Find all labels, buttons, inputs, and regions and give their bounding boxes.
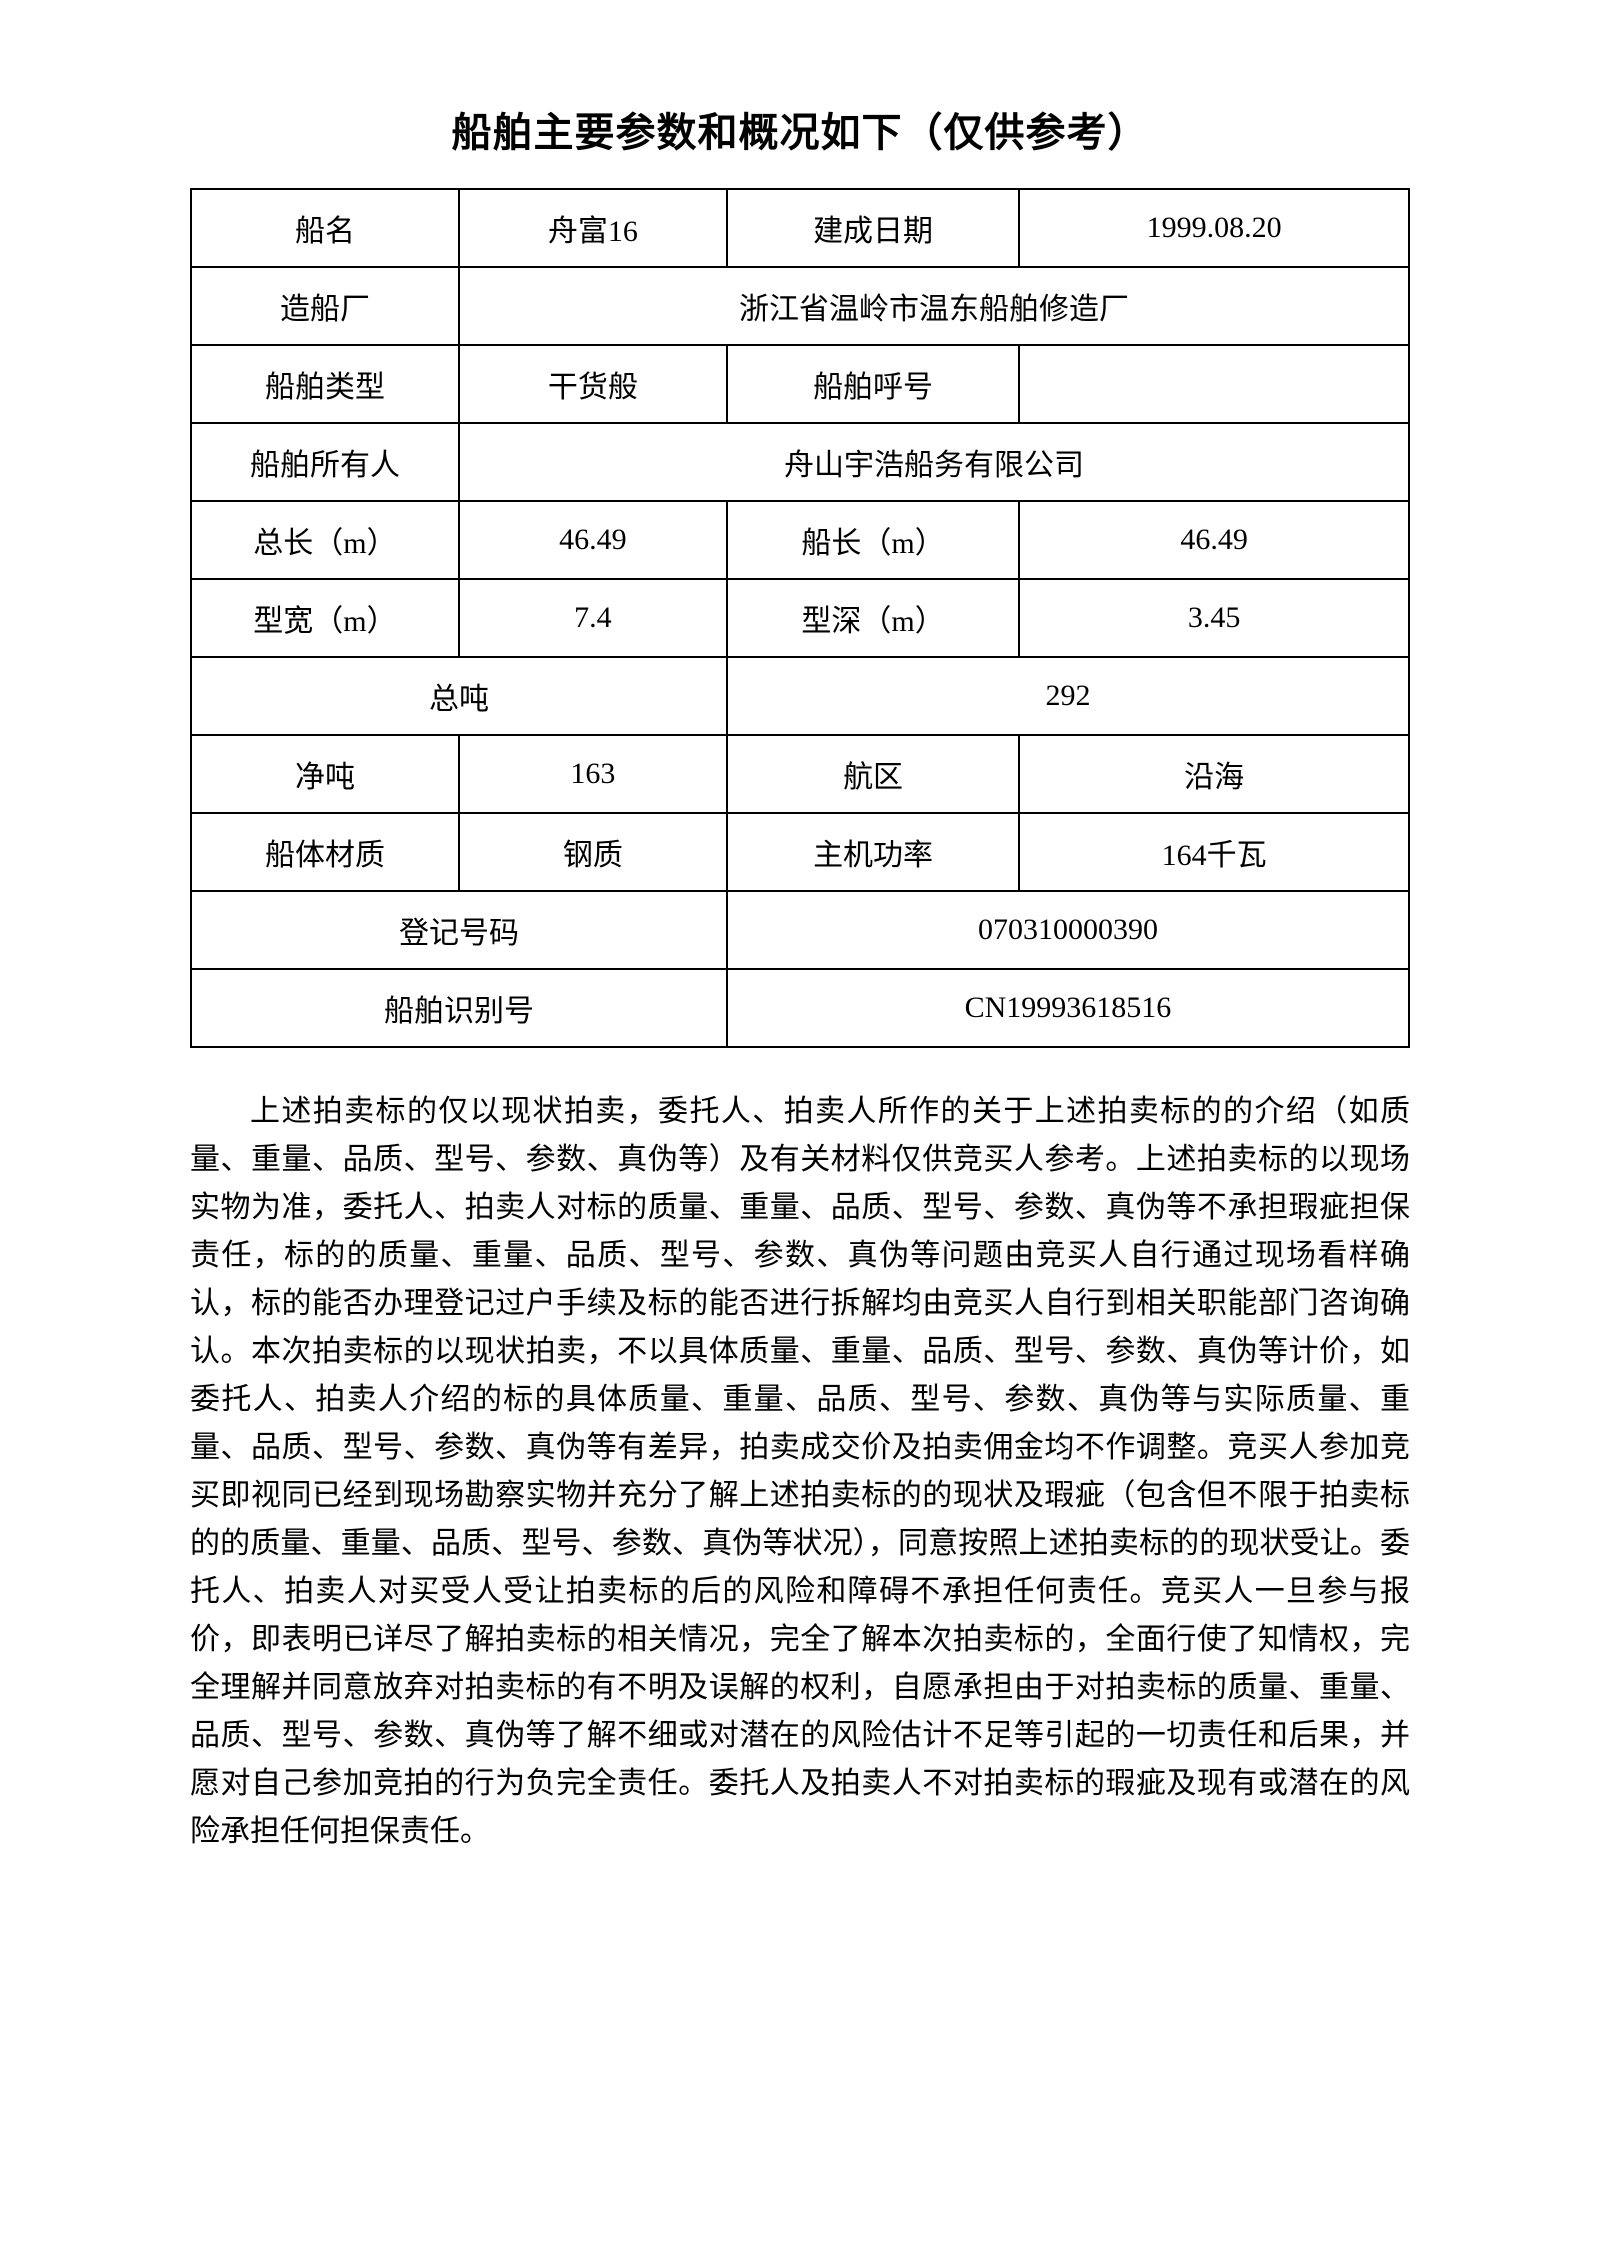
label-build-date: 建成日期 — [727, 189, 1019, 267]
value-net-tonnage: 163 — [459, 735, 727, 813]
table-row: 船舶类型 干货般 船舶呼号 — [191, 345, 1409, 423]
label-total-length: 总长（m） — [191, 501, 459, 579]
document-title: 船舶主要参数和概况如下（仅供参考） — [190, 100, 1410, 158]
table-row: 总吨 292 — [191, 657, 1409, 735]
label-gross-tonnage: 总吨 — [191, 657, 727, 735]
table-row: 型宽（m） 7.4 型深（m） 3.45 — [191, 579, 1409, 657]
label-call-sign: 船舶呼号 — [727, 345, 1019, 423]
table-row: 船舶识别号 CN19993618516 — [191, 969, 1409, 1047]
label-net-tonnage: 净吨 — [191, 735, 459, 813]
label-ship-name: 船名 — [191, 189, 459, 267]
label-ship-length: 船长（m） — [727, 501, 1019, 579]
value-depth: 3.45 — [1019, 579, 1409, 657]
value-owner: 舟山宇浩船务有限公司 — [459, 423, 1409, 501]
label-ship-type: 船舶类型 — [191, 345, 459, 423]
table-row: 净吨 163 航区 沿海 — [191, 735, 1409, 813]
disclaimer-paragraph: 上述拍卖标的仅以现状拍卖，委托人、拍卖人所作的关于上述拍卖标的的介绍（如质量、重… — [190, 1088, 1410, 1856]
value-build-date: 1999.08.20 — [1019, 189, 1409, 267]
label-registration-number: 登记号码 — [191, 891, 727, 969]
value-gross-tonnage: 292 — [727, 657, 1409, 735]
ship-parameters-table: 船名 舟富16 建成日期 1999.08.20 造船厂 浙江省温岭市温东船舶修造… — [190, 188, 1410, 1048]
value-call-sign — [1019, 345, 1409, 423]
value-total-length: 46.49 — [459, 501, 727, 579]
value-shipyard: 浙江省温岭市温东船舶修造厂 — [459, 267, 1409, 345]
value-navigation-area: 沿海 — [1019, 735, 1409, 813]
label-ship-id: 船舶识别号 — [191, 969, 727, 1047]
label-owner: 船舶所有人 — [191, 423, 459, 501]
label-depth: 型深（m） — [727, 579, 1019, 657]
value-ship-type: 干货般 — [459, 345, 727, 423]
value-ship-name: 舟富16 — [459, 189, 727, 267]
value-hull-material: 钢质 — [459, 813, 727, 891]
table-row: 造船厂 浙江省温岭市温东船舶修造厂 — [191, 267, 1409, 345]
label-shipyard: 造船厂 — [191, 267, 459, 345]
value-ship-length: 46.49 — [1019, 501, 1409, 579]
label-navigation-area: 航区 — [727, 735, 1019, 813]
table-row: 船舶所有人 舟山宇浩船务有限公司 — [191, 423, 1409, 501]
label-width: 型宽（m） — [191, 579, 459, 657]
value-registration-number: 070310000390 — [727, 891, 1409, 969]
table-row: 船体材质 钢质 主机功率 164千瓦 — [191, 813, 1409, 891]
table-row: 总长（m） 46.49 船长（m） 46.49 — [191, 501, 1409, 579]
table-row: 登记号码 070310000390 — [191, 891, 1409, 969]
table-row: 船名 舟富16 建成日期 1999.08.20 — [191, 189, 1409, 267]
value-ship-id: CN19993618516 — [727, 969, 1409, 1047]
value-width: 7.4 — [459, 579, 727, 657]
label-hull-material: 船体材质 — [191, 813, 459, 891]
value-engine-power: 164千瓦 — [1019, 813, 1409, 891]
label-engine-power: 主机功率 — [727, 813, 1019, 891]
